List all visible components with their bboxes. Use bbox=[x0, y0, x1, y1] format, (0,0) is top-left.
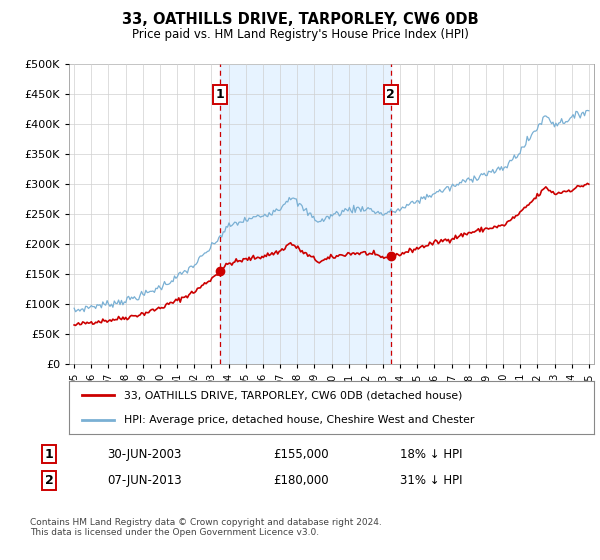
Text: £180,000: £180,000 bbox=[273, 474, 329, 487]
Text: 2: 2 bbox=[386, 88, 395, 101]
Text: Price paid vs. HM Land Registry's House Price Index (HPI): Price paid vs. HM Land Registry's House … bbox=[131, 28, 469, 41]
Text: 33, OATHILLS DRIVE, TARPORLEY, CW6 0DB (detached house): 33, OATHILLS DRIVE, TARPORLEY, CW6 0DB (… bbox=[124, 390, 463, 400]
Text: 07-JUN-2013: 07-JUN-2013 bbox=[107, 474, 182, 487]
Text: 31% ↓ HPI: 31% ↓ HPI bbox=[400, 474, 463, 487]
Text: £155,000: £155,000 bbox=[273, 447, 329, 461]
Text: 1: 1 bbox=[215, 88, 224, 101]
Text: 18% ↓ HPI: 18% ↓ HPI bbox=[400, 447, 463, 461]
Text: HPI: Average price, detached house, Cheshire West and Chester: HPI: Average price, detached house, Ches… bbox=[124, 414, 475, 424]
Text: 2: 2 bbox=[45, 474, 53, 487]
Text: 1: 1 bbox=[45, 447, 53, 461]
Text: Contains HM Land Registry data © Crown copyright and database right 2024.
This d: Contains HM Land Registry data © Crown c… bbox=[30, 518, 382, 538]
Text: 30-JUN-2003: 30-JUN-2003 bbox=[107, 447, 182, 461]
Bar bbox=[220, 64, 391, 364]
Text: 33, OATHILLS DRIVE, TARPORLEY, CW6 0DB: 33, OATHILLS DRIVE, TARPORLEY, CW6 0DB bbox=[122, 12, 478, 27]
